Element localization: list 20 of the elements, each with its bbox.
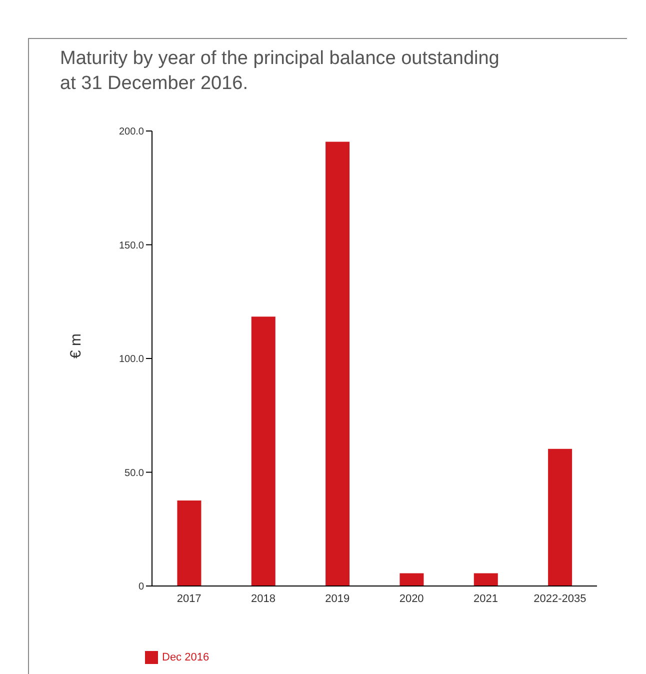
y-tick-label: 150.0	[118, 240, 144, 252]
chart-title: Maturity by year of the principal balance outstanding at 31 December 2016.	[60, 47, 500, 96]
bar	[400, 573, 424, 586]
y-tick-label: 100.0	[118, 354, 144, 366]
x-tick-label: 2019	[325, 592, 350, 605]
bar	[474, 573, 498, 586]
y-tick-label: 200.0	[118, 126, 144, 138]
x-tick-label: 2017	[176, 592, 202, 605]
bar	[326, 142, 350, 586]
bar	[177, 500, 202, 586]
x-tick-label: 2022-2035	[534, 592, 586, 605]
legend-label: Dec 2016	[162, 651, 210, 664]
x-tick-label: 2018	[251, 592, 276, 605]
y-tick-label: 50.0	[124, 468, 144, 479]
y-axis-title: € m	[67, 333, 84, 358]
y-tick-label: 0	[138, 582, 144, 593]
bar	[251, 316, 276, 586]
bar	[548, 448, 572, 586]
x-tick-label: 2020	[399, 592, 424, 605]
x-tick-label: 2021	[474, 592, 498, 605]
